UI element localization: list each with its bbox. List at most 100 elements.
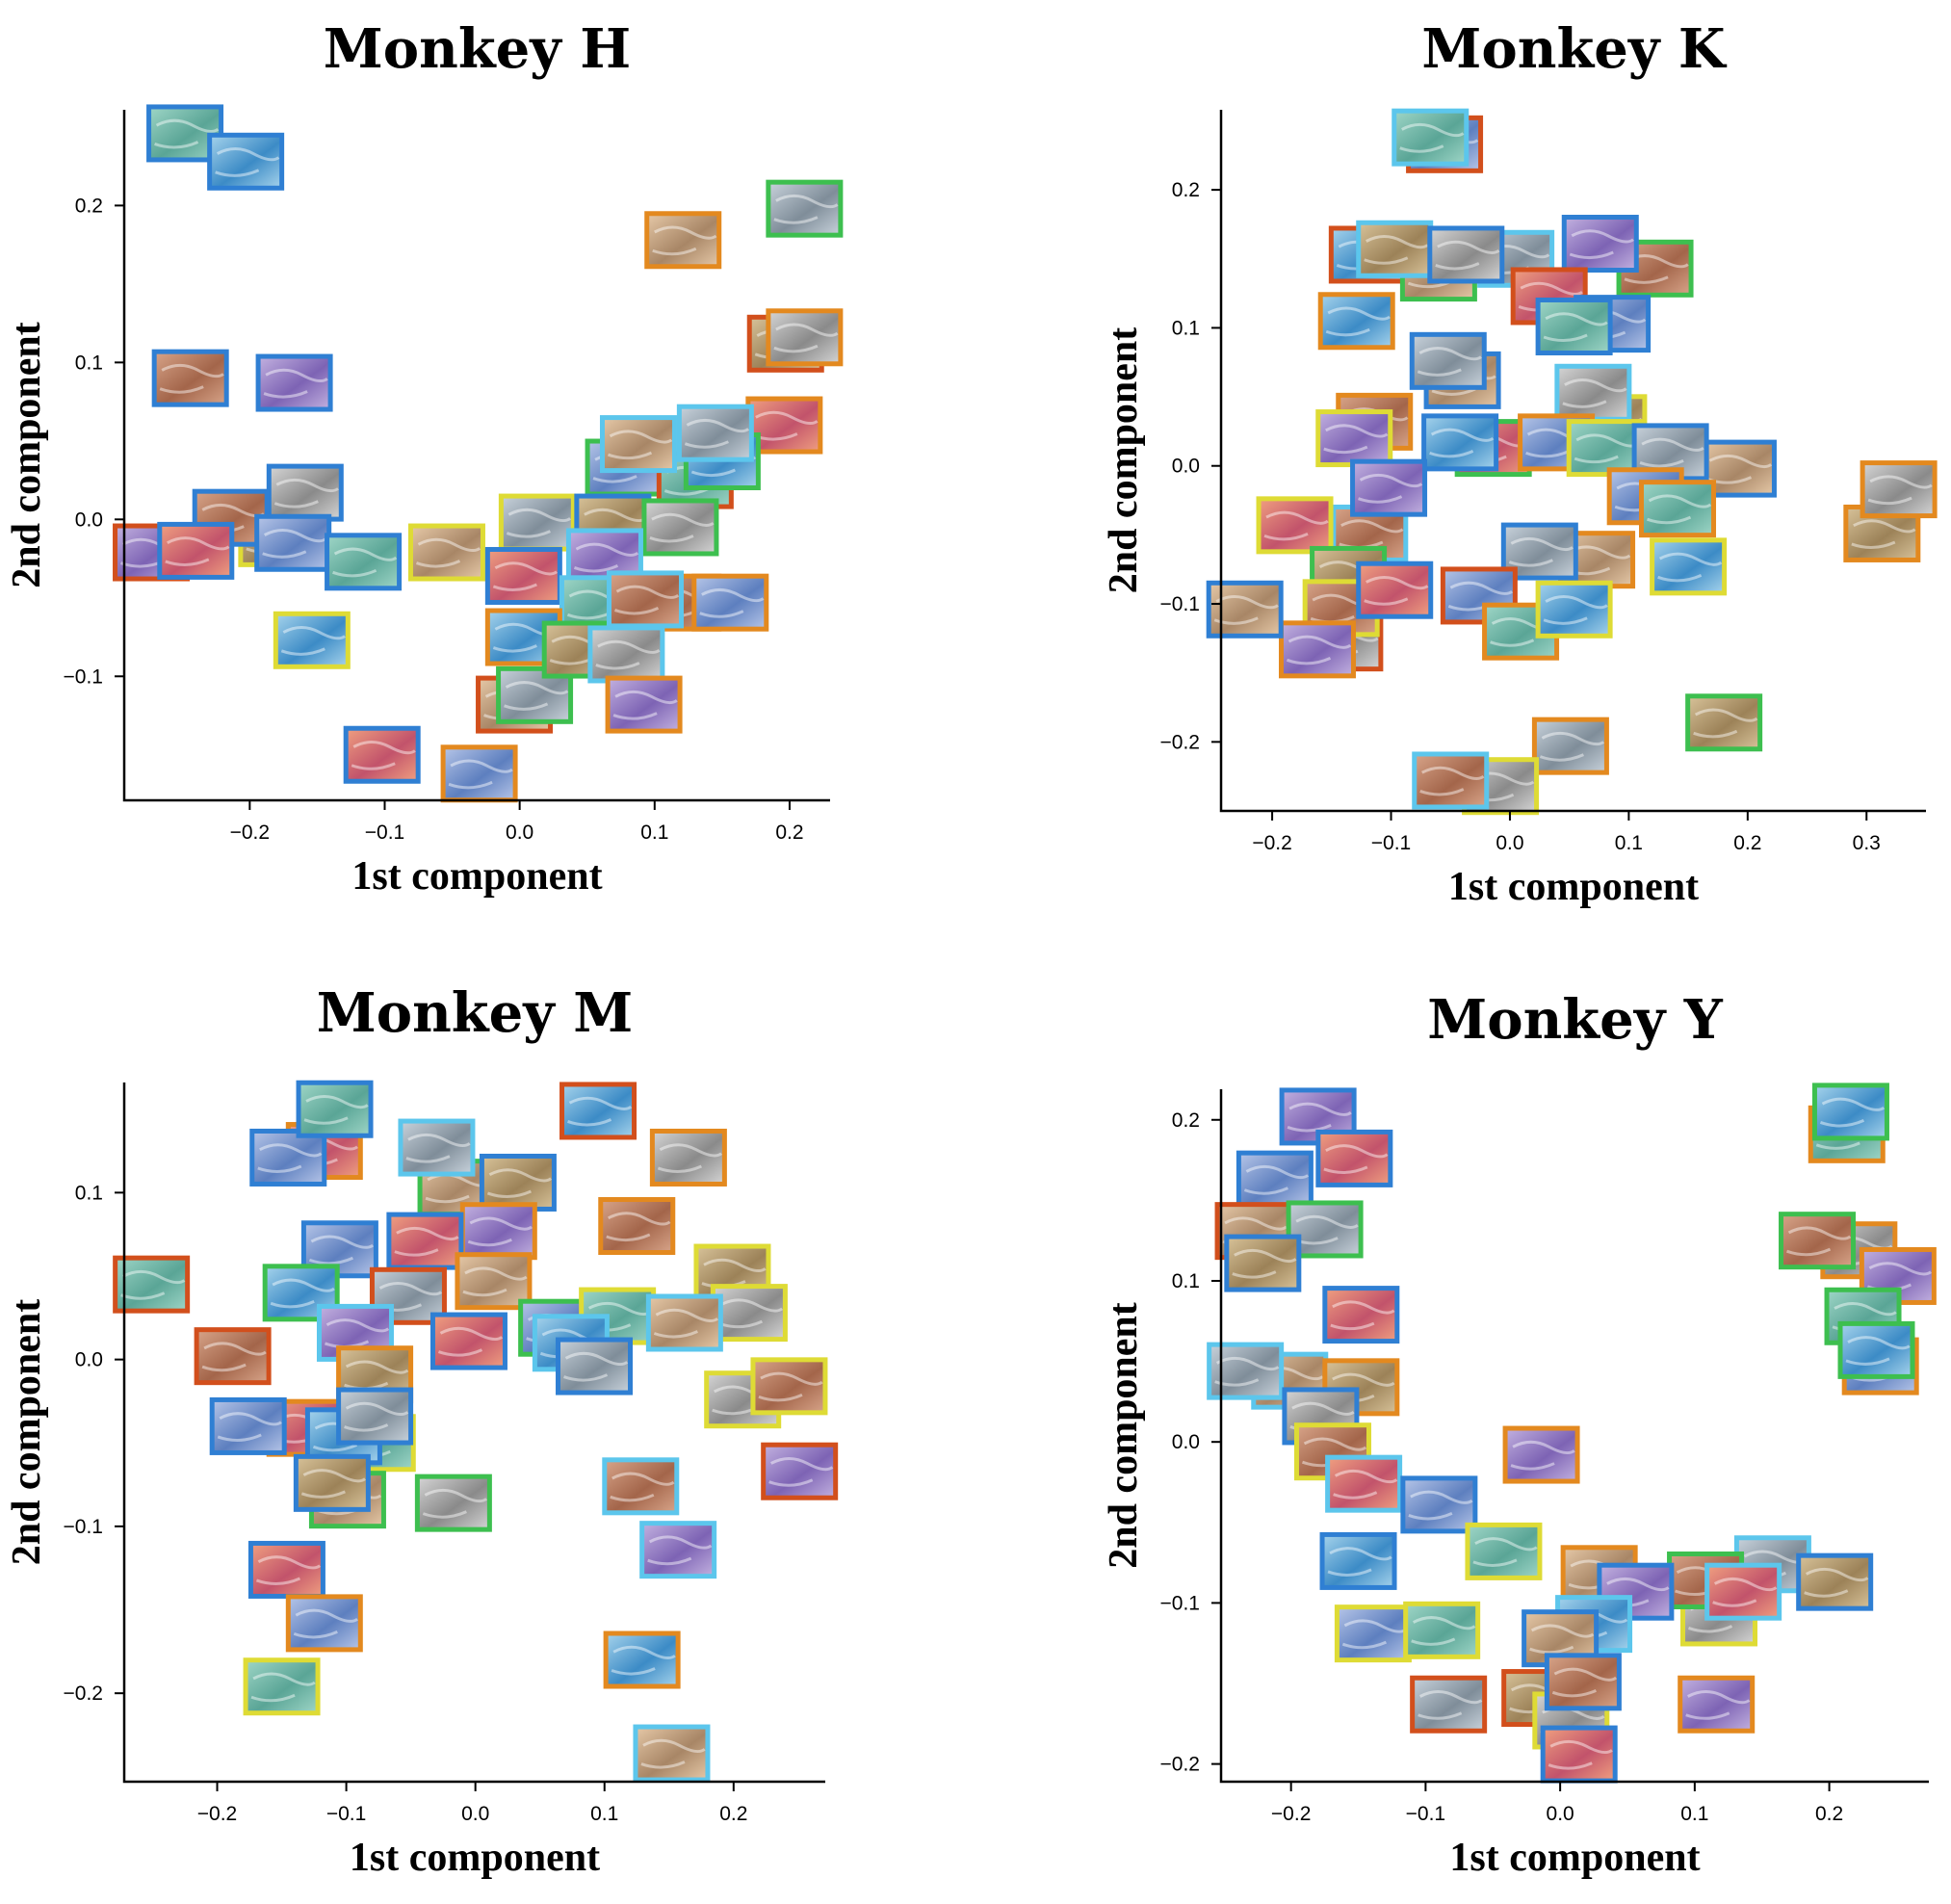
image-thumbnail-point bbox=[1678, 1675, 1756, 1734]
image-thumbnail-point bbox=[113, 1255, 191, 1314]
y-tick-label: 0.2 bbox=[1172, 179, 1200, 201]
image-thumbnail-point bbox=[479, 1153, 557, 1212]
y-tick-label: 0.0 bbox=[1172, 456, 1200, 478]
image-thumbnail-point bbox=[1256, 496, 1334, 555]
x-axis-label: 1st component bbox=[1448, 865, 1699, 909]
image-thumbnail-point bbox=[606, 570, 684, 629]
image-thumbnail-point bbox=[1322, 1286, 1400, 1344]
image-thumbnail-point bbox=[587, 625, 665, 684]
image-thumbnail-point bbox=[750, 1357, 828, 1416]
image-thumbnail-point bbox=[639, 1521, 717, 1579]
image-thumbnail-point bbox=[1319, 1531, 1397, 1590]
image-thumbnail-point bbox=[598, 1197, 676, 1256]
image-thumbnail-point bbox=[641, 498, 719, 557]
y-tick-label: −0.1 bbox=[1160, 1592, 1200, 1614]
image-thumbnail-point bbox=[1356, 561, 1434, 619]
image-thumbnail-point bbox=[1837, 1320, 1915, 1379]
image-thumbnail-point bbox=[1334, 1604, 1412, 1663]
x-tick-label: 0.1 bbox=[1615, 832, 1643, 854]
image-thumbnail-point bbox=[649, 1128, 727, 1187]
y-tick-label: −0.2 bbox=[1160, 731, 1200, 753]
x-axis-label: 1st component bbox=[1449, 1836, 1700, 1880]
axes bbox=[1219, 1089, 1929, 1784]
y-tick-label: −0.2 bbox=[1160, 1754, 1200, 1776]
image-thumbnail-point bbox=[1315, 1129, 1393, 1187]
image-thumbnail-point bbox=[209, 1396, 287, 1455]
x-tick-label: 0.1 bbox=[1680, 1803, 1708, 1825]
y-tick-label: 0.2 bbox=[75, 195, 103, 217]
image-thumbnail-point bbox=[398, 1118, 476, 1177]
image-thumbnail-point bbox=[254, 513, 332, 572]
image-thumbnail-point bbox=[243, 1657, 321, 1716]
image-thumbnail-point bbox=[1317, 292, 1395, 351]
image-thumbnail-point bbox=[603, 1630, 681, 1689]
y-axis-label: 2nd component bbox=[1102, 327, 1146, 594]
image-thumbnail-point bbox=[1554, 363, 1632, 422]
image-thumbnail-point bbox=[766, 308, 844, 367]
image-thumbnail-point bbox=[1421, 413, 1499, 472]
image-thumbnail-point bbox=[1531, 717, 1609, 775]
image-thumbnail-point bbox=[556, 1337, 634, 1395]
panel-monkey-m: Monkey M −0.2 −0.1 0.0 0.1 0.2 −0.2 −0.1 0.0 0.1 1… bbox=[5, 981, 839, 1880]
image-thumbnail-point bbox=[459, 1202, 537, 1261]
image-thumbnail-point bbox=[605, 675, 683, 734]
panel-title: Monkey Y bbox=[1427, 988, 1724, 1052]
y-tick-label: −0.1 bbox=[1160, 593, 1200, 615]
image-thumbnail-point bbox=[1465, 1522, 1543, 1580]
image-thumbnail-point bbox=[1350, 458, 1428, 517]
image-thumbnail-point bbox=[1650, 537, 1728, 596]
image-thumbnail-point bbox=[343, 725, 421, 784]
image-thumbnail-point bbox=[1544, 1653, 1622, 1711]
image-thumbnail-point bbox=[633, 1724, 711, 1783]
axes bbox=[122, 1082, 825, 1784]
x-tick-label: 0.2 bbox=[1815, 1803, 1843, 1825]
image-thumbnail-point bbox=[325, 533, 403, 591]
image-thumbnail-point bbox=[599, 415, 677, 474]
panel-monkey-h: Monkey H −0.2 −0.1 0.0 0.1 0.2 −0.1 0.0 0.1 0.2 1s… bbox=[5, 17, 844, 899]
panel-title: Monkey K bbox=[1421, 17, 1728, 81]
image-thumbnail-point bbox=[1779, 1212, 1857, 1270]
image-thumbnail-point bbox=[1236, 1150, 1314, 1209]
image-thumbnail-point bbox=[296, 1080, 374, 1138]
image-thumbnail-point bbox=[484, 546, 562, 605]
y-tick-label: −0.1 bbox=[64, 665, 103, 688]
image-thumbnail-point bbox=[266, 463, 344, 522]
image-thumbnail-point bbox=[559, 1082, 637, 1140]
x-tick-label: −0.1 bbox=[365, 822, 404, 844]
image-thumbnail-point bbox=[691, 573, 769, 632]
y-axis-label: 2nd component bbox=[5, 322, 49, 588]
image-thumbnail-point bbox=[429, 1312, 507, 1370]
axes bbox=[122, 110, 830, 802]
image-thumbnail-point bbox=[1685, 693, 1763, 752]
image-thumbnail-point bbox=[273, 611, 351, 669]
image-thumbnail-point bbox=[1811, 1082, 1889, 1141]
image-thumbnail-point bbox=[496, 665, 574, 724]
x-tick-label: −0.1 bbox=[1406, 1803, 1445, 1825]
image-thumbnail-point bbox=[1427, 225, 1505, 284]
image-thumbnail-point bbox=[1704, 1562, 1782, 1621]
image-thumbnail-point bbox=[157, 521, 235, 580]
image-thumbnail-point bbox=[455, 1252, 533, 1311]
x-tick-label: −0.1 bbox=[326, 1803, 366, 1825]
x-tick-label: 0.1 bbox=[640, 822, 668, 844]
y-axis-label: 2nd component bbox=[1102, 1302, 1146, 1569]
image-thumbnail-point bbox=[498, 493, 576, 552]
panel-monkey-y: Monkey Y −0.2 −0.1 0.0 0.1 0.2 −0.2 −0.1 0.0 0.1 0… bbox=[1102, 988, 1937, 1880]
y-tick-label: 0.0 bbox=[75, 1349, 103, 1371]
image-thumbnail-point bbox=[1540, 1725, 1618, 1784]
image-thumbnail-point bbox=[1535, 580, 1613, 639]
x-tick-label: 0.3 bbox=[1853, 832, 1881, 854]
y-tick-label: −0.1 bbox=[64, 1516, 103, 1538]
image-thumbnail-point bbox=[644, 211, 722, 270]
image-thumbnail-point bbox=[766, 179, 844, 238]
image-thumbnail-point bbox=[293, 1453, 371, 1512]
image-thumbnail-point bbox=[1860, 460, 1938, 519]
y-tick-label: 0.0 bbox=[75, 509, 103, 531]
image-thumbnail-point bbox=[1502, 1425, 1580, 1484]
image-thumbnail-point bbox=[1356, 220, 1434, 278]
image-thumbnail-point bbox=[1561, 215, 1639, 274]
image-thumbnail-point bbox=[1400, 1475, 1478, 1534]
image-thumbnail-point bbox=[1278, 620, 1356, 679]
x-tick-label: −0.2 bbox=[230, 822, 270, 844]
image-thumbnail-point bbox=[285, 1594, 363, 1653]
